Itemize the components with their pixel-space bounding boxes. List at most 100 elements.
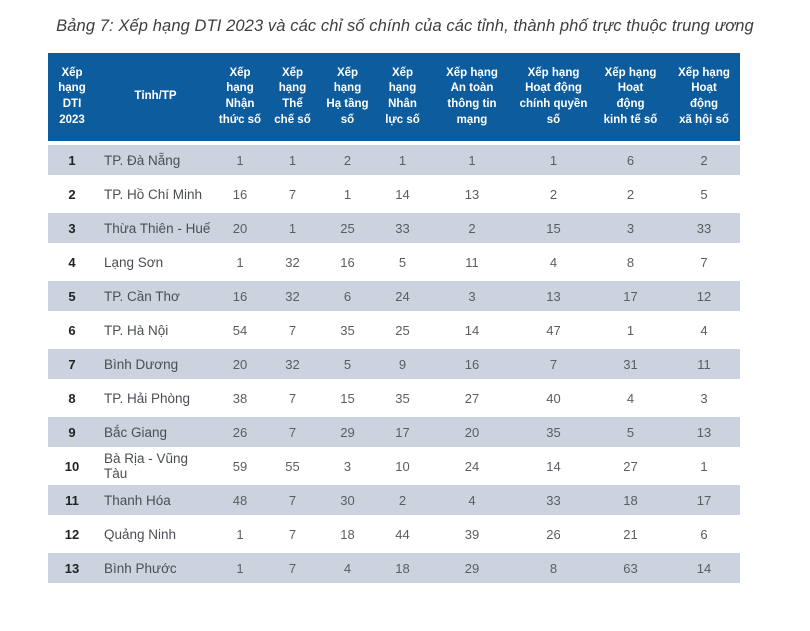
province-cell: TP. Cần Thơ [96,281,215,311]
value-cell: 32 [265,281,320,311]
value-cell: 5 [375,247,430,277]
table-header: Xếp hạng DTI 2023 Tỉnh/TP Xếp hạng Nhận th… [48,53,740,141]
province-cell: Lạng Sơn [96,247,215,277]
value-cell: 17 [668,485,740,515]
table-header-cell-7: Xếp hạng An toàn thông tin mạng [430,53,514,141]
table-header-cell-9: Xếp hạng Hoạt động kinh tế số [593,53,668,141]
rank-cell: 3 [48,213,96,243]
value-cell: 5 [320,349,375,379]
table-row: 8 TP. Hải Phòng 38 7 15 35 27 40 4 3 [48,383,740,413]
value-cell: 18 [593,485,668,515]
value-cell: 7 [514,349,593,379]
page-title: Bảng 7: Xếp hạng DTI 2023 và các chỉ số … [56,17,754,35]
province-cell: Bình Phước [96,553,215,583]
value-cell: 7 [265,485,320,515]
value-cell: 25 [375,315,430,345]
table-row: 3 Thừa Thiên - Huế 20 1 25 33 2 15 3 33 [48,213,740,243]
value-cell: 32 [265,247,320,277]
value-cell: 26 [215,417,265,447]
value-cell: 24 [430,451,514,481]
dti-ranking-table-container: Xếp hạng DTI 2023 Tỉnh/TP Xếp hạng Nhận th… [48,49,740,587]
value-cell: 6 [593,145,668,175]
value-cell: 31 [593,349,668,379]
value-cell: 14 [668,553,740,583]
province-cell: TP. Hải Phòng [96,383,215,413]
value-cell: 33 [514,485,593,515]
value-cell: 1 [215,519,265,549]
value-cell: 21 [593,519,668,549]
value-cell: 20 [215,349,265,379]
value-cell: 27 [430,383,514,413]
value-cell: 2 [593,179,668,209]
value-cell: 4 [593,383,668,413]
table-row: 13 Bình Phước 1 7 4 18 29 8 63 14 [48,553,740,583]
rank-cell: 1 [48,145,96,175]
value-cell: 11 [668,349,740,379]
value-cell: 2 [375,485,430,515]
table-header-cell-4: Xếp hạng Thể chế số [265,53,320,141]
value-cell: 1 [215,553,265,583]
value-cell: 2 [320,145,375,175]
value-cell: 15 [514,213,593,243]
value-cell: 35 [514,417,593,447]
value-cell: 39 [430,519,514,549]
value-cell: 33 [668,213,740,243]
rank-cell: 4 [48,247,96,277]
value-cell: 7 [265,315,320,345]
table-row: 11 Thanh Hóa 48 7 30 2 4 33 18 17 [48,485,740,515]
value-cell: 8 [514,553,593,583]
rank-cell: 10 [48,451,96,481]
rank-cell: 8 [48,383,96,413]
table-row: 7 Bình Dương 20 32 5 9 16 7 31 11 [48,349,740,379]
province-cell: Bà Rịa - Vũng Tàu [96,451,215,481]
value-cell: 13 [514,281,593,311]
table-row: 9 Bắc Giang 26 7 29 17 20 35 5 13 [48,417,740,447]
value-cell: 4 [320,553,375,583]
value-cell: 16 [320,247,375,277]
province-cell: Thanh Hóa [96,485,215,515]
table-header-cell-1: Xếp hạng DTI 2023 [48,53,96,141]
value-cell: 16 [215,179,265,209]
table-header-cell-5: Xếp hạng Hạ tầng số [320,53,375,141]
value-cell: 25 [320,213,375,243]
table-header-cell-6: Xếp hạng Nhân lực số [375,53,430,141]
value-cell: 6 [668,519,740,549]
value-cell: 9 [375,349,430,379]
table-row: 6 TP. Hà Nội 54 7 35 25 14 47 1 4 [48,315,740,345]
value-cell: 40 [514,383,593,413]
value-cell: 20 [430,417,514,447]
value-cell: 30 [320,485,375,515]
value-cell: 1 [265,213,320,243]
value-cell: 3 [320,451,375,481]
value-cell: 17 [375,417,430,447]
rank-cell: 5 [48,281,96,311]
value-cell: 7 [265,179,320,209]
value-cell: 2 [514,179,593,209]
value-cell: 11 [430,247,514,277]
value-cell: 4 [430,485,514,515]
province-cell: TP. Đà Nẵng [96,145,215,175]
value-cell: 13 [668,417,740,447]
value-cell: 18 [375,553,430,583]
value-cell: 16 [430,349,514,379]
value-cell: 44 [375,519,430,549]
value-cell: 29 [320,417,375,447]
rank-cell: 6 [48,315,96,345]
value-cell: 20 [215,213,265,243]
value-cell: 1 [668,451,740,481]
value-cell: 12 [668,281,740,311]
province-cell: Bình Dương [96,349,215,379]
value-cell: 38 [215,383,265,413]
value-cell: 7 [668,247,740,277]
rank-cell: 13 [48,553,96,583]
value-cell: 59 [215,451,265,481]
dti-ranking-table: Xếp hạng DTI 2023 Tỉnh/TP Xếp hạng Nhận th… [48,49,740,587]
value-cell: 5 [593,417,668,447]
province-cell: Quảng Ninh [96,519,215,549]
table-header-cell-3: Xếp hạng Nhận thức số [215,53,265,141]
value-cell: 14 [375,179,430,209]
value-cell: 1 [514,145,593,175]
table-row: 5 TP. Cần Thơ 16 32 6 24 3 13 17 12 [48,281,740,311]
value-cell: 8 [593,247,668,277]
